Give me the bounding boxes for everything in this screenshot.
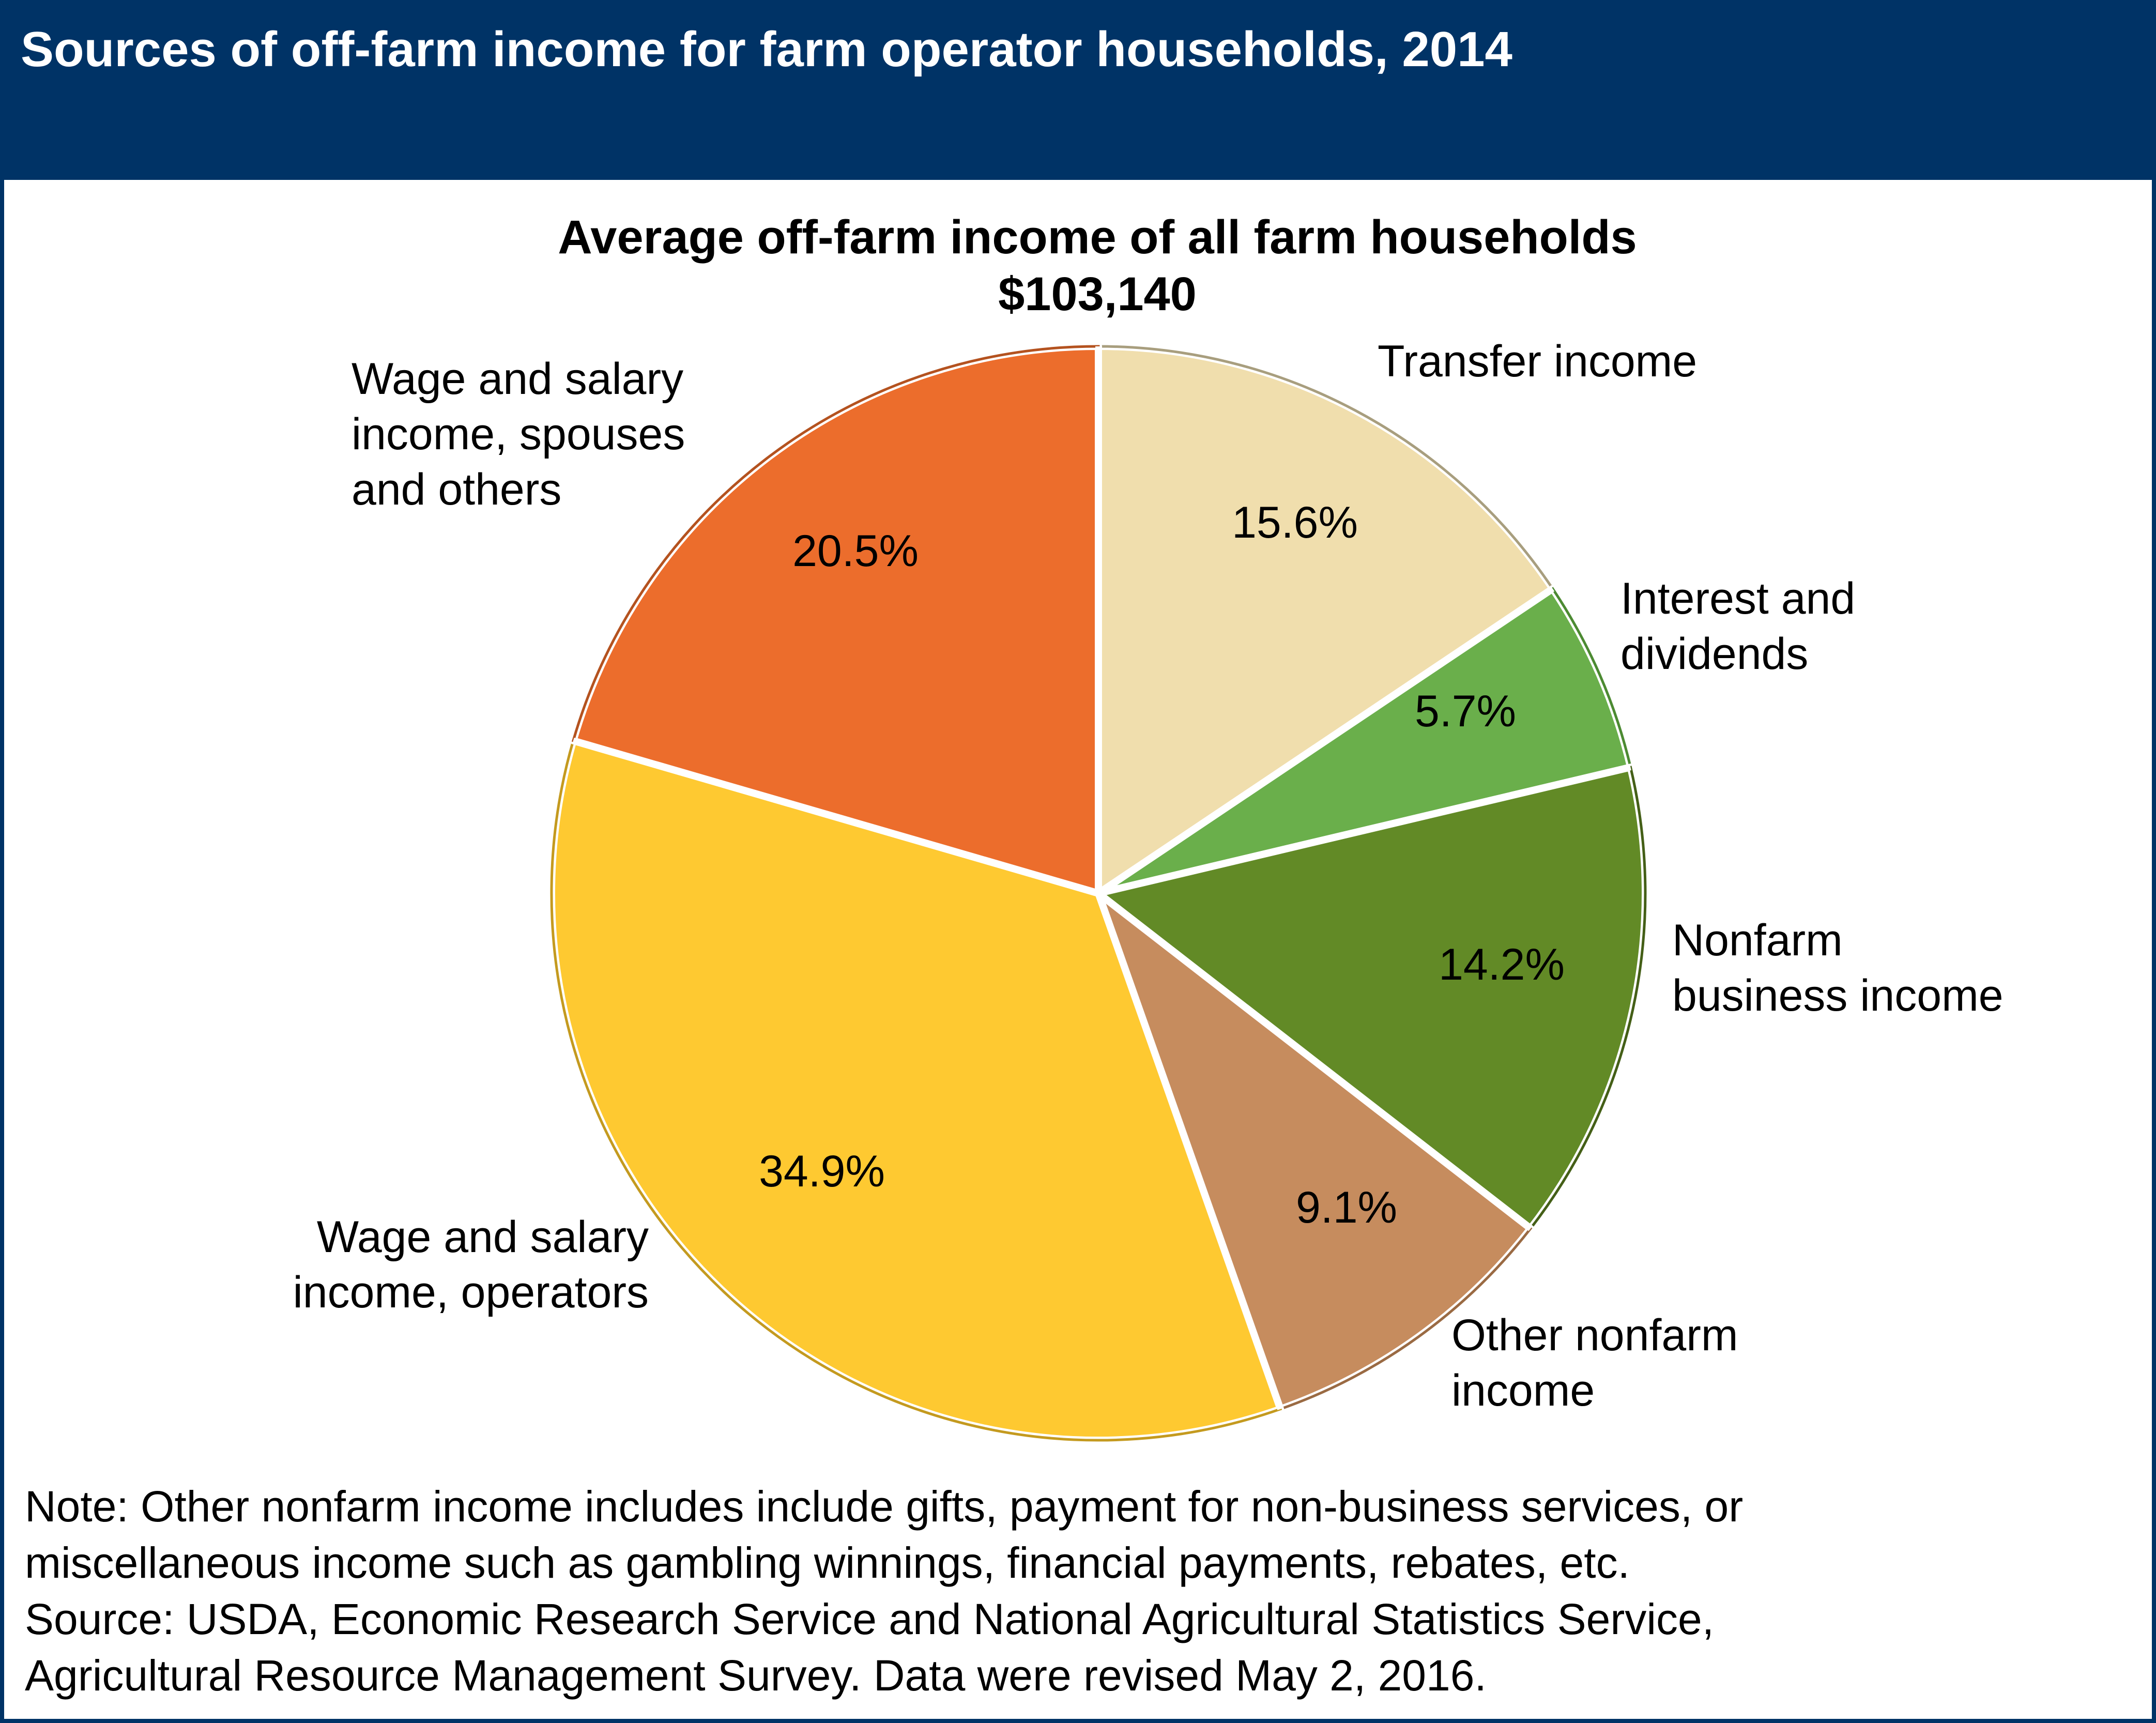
- slice-category-label: Other nonfarm income: [1451, 1310, 1738, 1415]
- slice-category-label: Nonfarm business income: [1672, 916, 2004, 1020]
- slice-separator: [1096, 891, 1533, 1231]
- slice-category-label-line: Wage and salary: [351, 354, 683, 404]
- slice-category-label-line: business income: [1672, 971, 2004, 1020]
- pie-slice-outline: [1097, 345, 1555, 896]
- slice-value-label: 9.1%: [1296, 1183, 1397, 1232]
- chart-title: Average off-farm income of all farm hous…: [558, 211, 1637, 264]
- slice-separator: [572, 738, 1099, 896]
- slice-separator: [1095, 892, 1283, 1410]
- slice-category-label-line: income: [1451, 1366, 1595, 1415]
- slice-category-label-line: Interest and: [1620, 574, 1855, 623]
- slice-category-label-line: Wage and salary: [317, 1212, 649, 1262]
- note-line: Note: Other nonfarm income includes incl…: [25, 1482, 1744, 1531]
- slice-category-label-line: Nonfarm: [1672, 916, 1843, 965]
- chart-subtitle: $103,140: [998, 268, 1197, 321]
- pie-slice-outline: [550, 739, 1282, 1442]
- slice-category-label-line: income, operators: [293, 1268, 649, 1317]
- slice-category-label-line: dividends: [1620, 629, 1808, 679]
- slice-value-label: 15.6%: [1232, 498, 1358, 547]
- header-band: Sources of off-farm income for farm oper…: [0, 0, 2156, 180]
- pie-labels: 15.6% Transfer income 5.7% Interest and divi…: [293, 337, 2004, 1415]
- slice-separator: [1097, 764, 1631, 896]
- slice-category-label-line: and others: [351, 465, 561, 514]
- note-line: Agricultural Resource Management Survey.…: [25, 1651, 1487, 1700]
- slice-separator: [1096, 586, 1555, 896]
- pie-slice-outline: [1095, 766, 1647, 1231]
- slice-category-label-line: Transfer income: [1378, 337, 1697, 386]
- slice-category-label-line: income, spouses: [351, 409, 685, 459]
- slice-category-label-line: Other nonfarm: [1451, 1310, 1738, 1360]
- pie-slice-outline: [1095, 889, 1533, 1411]
- pie-slice-outline: [1097, 587, 1632, 895]
- slice-value-label: 34.9%: [759, 1147, 885, 1196]
- slice-category-label: Wage and salary income, spouses and others: [351, 354, 685, 514]
- slice-value-label: 14.2%: [1439, 940, 1565, 989]
- slice-category-label: Wage and salary income, operators: [293, 1212, 649, 1317]
- page-title: Sources of off-farm income for farm oper…: [21, 22, 1512, 77]
- pie-slice-outline: [571, 345, 1100, 895]
- note-line: Source: USDA, Economic Research Service …: [25, 1595, 1715, 1643]
- slice-value-label: 20.5%: [792, 526, 919, 576]
- slice-category-label: Interest and dividends: [1620, 574, 1855, 679]
- note-line: miscellaneous income such as gambling wi…: [25, 1538, 1630, 1587]
- slice-category-label: Transfer income: [1378, 337, 1697, 386]
- slice-value-label: 5.7%: [1415, 687, 1516, 736]
- notes: Note: Other nonfarm income includes incl…: [25, 1478, 2134, 1704]
- pie-slices: [547, 343, 1649, 1444]
